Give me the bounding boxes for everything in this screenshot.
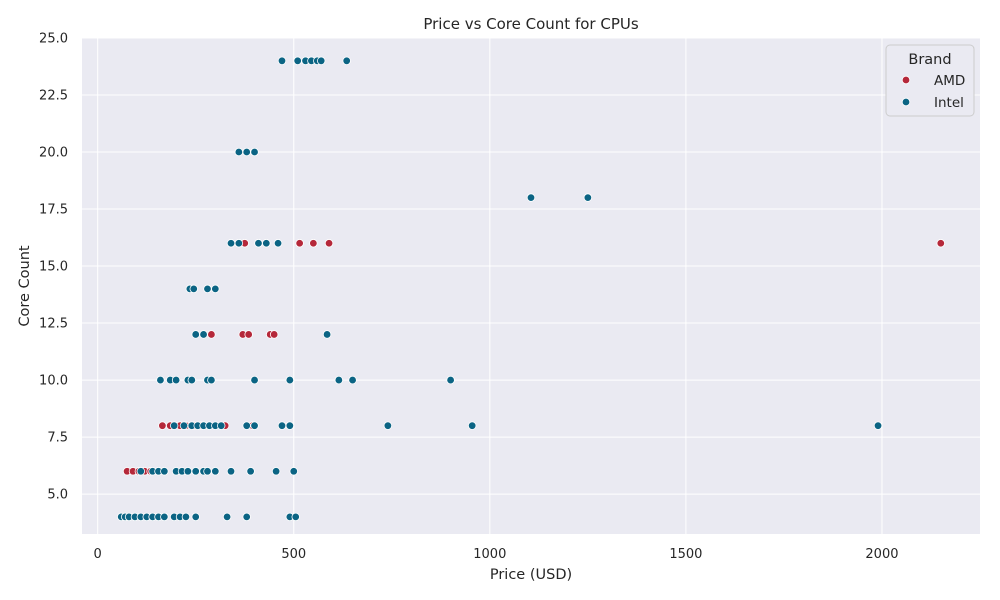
data-point-intel	[583, 193, 593, 202]
legend: Brand AMD Intel	[885, 44, 975, 117]
data-point-intel	[293, 56, 302, 66]
data-point-intel	[250, 147, 259, 157]
data-point-amd	[936, 239, 945, 248]
data-point-intel	[181, 512, 191, 522]
data-point-amd	[309, 239, 318, 248]
x-tick-label: 1500	[669, 547, 702, 562]
data-point-intel	[207, 375, 216, 385]
data-point-intel	[254, 239, 263, 248]
data-point-intel	[171, 375, 181, 385]
y-tick-labels: 5.0 7.5 10.0 12.5 15.0 17.5 20.0 22.5 25.0	[39, 32, 68, 503]
legend-marker-intel	[901, 97, 911, 107]
data-point-intel	[160, 512, 169, 522]
data-points	[117, 56, 945, 522]
data-point-amd	[269, 330, 279, 339]
data-point-intel	[273, 239, 283, 248]
data-point-intel	[285, 421, 295, 430]
data-point-amd	[244, 330, 253, 339]
data-point-intel	[217, 421, 226, 430]
data-point-intel	[446, 375, 455, 385]
data-point-intel	[291, 512, 300, 522]
x-tick-label: 0	[94, 547, 102, 562]
data-point-intel	[211, 284, 220, 294]
data-point-intel	[242, 421, 251, 430]
legend-marker-amd	[901, 75, 911, 85]
data-point-intel	[289, 467, 298, 476]
data-point-intel	[242, 147, 251, 157]
data-point-intel	[222, 512, 232, 522]
data-point-intel	[189, 284, 198, 294]
data-point-intel	[169, 421, 179, 430]
legend-box	[885, 44, 975, 117]
data-point-intel	[342, 56, 351, 66]
data-point-intel	[526, 193, 536, 202]
data-point-intel	[203, 284, 212, 294]
data-point-intel	[136, 467, 146, 476]
data-point-intel	[334, 375, 344, 385]
data-point-intel	[191, 330, 200, 339]
y-tick-label: 10.0	[39, 374, 68, 389]
data-point-intel	[348, 375, 357, 385]
data-point-intel	[160, 467, 169, 476]
data-point-intel	[322, 330, 332, 339]
x-tick-labels: 0 500 1000 1500 2000	[94, 547, 899, 562]
legend-label-intel: Intel	[934, 95, 964, 111]
data-point-intel	[250, 421, 259, 430]
y-tick-label: 22.5	[39, 89, 68, 104]
data-point-intel	[246, 467, 255, 476]
data-point-intel	[285, 375, 295, 385]
data-point-intel	[234, 147, 244, 157]
data-point-intel	[203, 467, 212, 476]
data-point-intel	[191, 467, 200, 476]
y-tick-label: 5.0	[47, 488, 68, 503]
y-tick-label: 12.5	[39, 317, 68, 332]
data-point-intel	[873, 421, 883, 430]
y-axis-label: Core Count	[17, 245, 33, 327]
x-tick-label: 500	[281, 547, 306, 562]
data-point-intel	[317, 56, 326, 66]
data-point-intel	[156, 375, 165, 385]
data-point-amd	[324, 239, 334, 248]
data-point-intel	[383, 421, 393, 430]
data-point-intel	[277, 56, 287, 66]
legend-label-amd: AMD	[934, 73, 965, 89]
y-gridlines	[82, 37, 980, 495]
data-point-intel	[271, 467, 281, 476]
y-tick-label: 15.0	[39, 260, 68, 275]
legend-title: Brand	[908, 52, 951, 68]
data-point-amd	[207, 330, 216, 339]
data-point-intel	[250, 375, 259, 385]
data-point-intel	[234, 239, 244, 248]
x-tick-label: 1000	[473, 547, 506, 562]
y-tick-label: 17.5	[39, 203, 68, 218]
x-axis-label: Price (USD)	[490, 567, 572, 583]
data-point-intel	[277, 421, 287, 430]
y-tick-label: 20.0	[39, 146, 68, 161]
data-point-intel	[187, 375, 196, 385]
data-point-intel	[262, 239, 271, 248]
data-point-intel	[183, 467, 193, 476]
chart-title: Price vs Core Count for CPUs	[423, 15, 639, 33]
data-point-intel	[211, 467, 220, 476]
data-point-intel	[226, 239, 236, 248]
data-point-intel	[467, 421, 477, 430]
data-point-amd	[158, 421, 167, 430]
y-tick-label: 7.5	[47, 431, 68, 446]
y-tick-label: 25.0	[39, 32, 68, 47]
data-point-intel	[226, 467, 236, 476]
plot-background	[82, 38, 980, 534]
x-gridlines	[97, 38, 883, 534]
data-point-intel	[242, 512, 251, 522]
data-point-amd	[295, 239, 304, 248]
data-point-intel	[199, 330, 208, 339]
data-point-intel	[179, 421, 189, 430]
x-tick-label: 2000	[865, 547, 898, 562]
data-point-intel	[191, 512, 200, 522]
